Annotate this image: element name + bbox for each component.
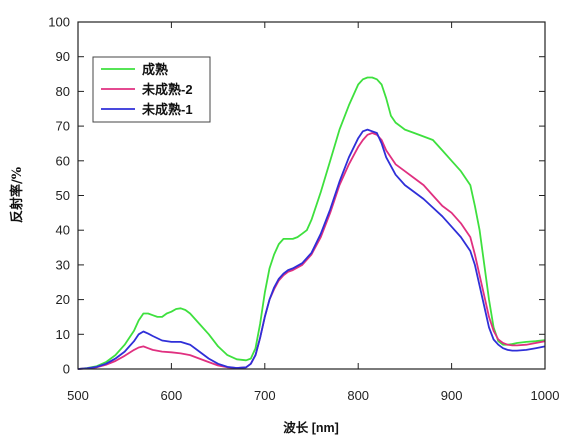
y-tick-label: 50: [56, 188, 70, 203]
y-axis-title: 反射率/%: [9, 166, 25, 223]
x-tick-label: 500: [67, 388, 89, 403]
y-tick-label: 80: [56, 84, 70, 99]
x-axis-ticks: 500 600 700 800 900 1000: [67, 22, 559, 403]
legend-label-ripe: 成熟: [142, 62, 168, 77]
y-tick-label: 90: [56, 49, 70, 64]
y-tick-label: 0: [63, 362, 70, 377]
y-axis-ticks: 0 10 20 30 40 50 60 70 80 90 100: [48, 15, 545, 377]
plot-frame: [77, 21, 546, 370]
series-line-3: [77, 128, 546, 370]
x-tick-label: 1000: [531, 388, 560, 403]
y-tick-label: 70: [56, 119, 70, 134]
series-lines: [77, 76, 546, 370]
y-tick-label: 40: [56, 223, 70, 238]
x-axis-title: 波长 [nm]: [283, 420, 339, 435]
y-tick-label: 60: [56, 153, 70, 168]
x-tick-label: 800: [347, 388, 369, 403]
y-tick-label: 30: [56, 257, 70, 272]
y-tick-label: 10: [56, 327, 70, 342]
series-line-2: [77, 132, 546, 370]
x-tick-label: 900: [441, 388, 463, 403]
x-tick-label: 700: [254, 388, 276, 403]
x-tick-label: 600: [161, 388, 183, 403]
y-tick-label: 100: [48, 15, 70, 30]
series-line-1: [77, 76, 546, 370]
legend-label-unripe-1: 未成熟-1: [141, 102, 193, 117]
legend: 成熟 未成熟-2 未成熟-1: [92, 56, 211, 123]
y-tick-label: 20: [56, 292, 70, 307]
legend-label-unripe-2: 未成熟-2: [141, 82, 193, 97]
